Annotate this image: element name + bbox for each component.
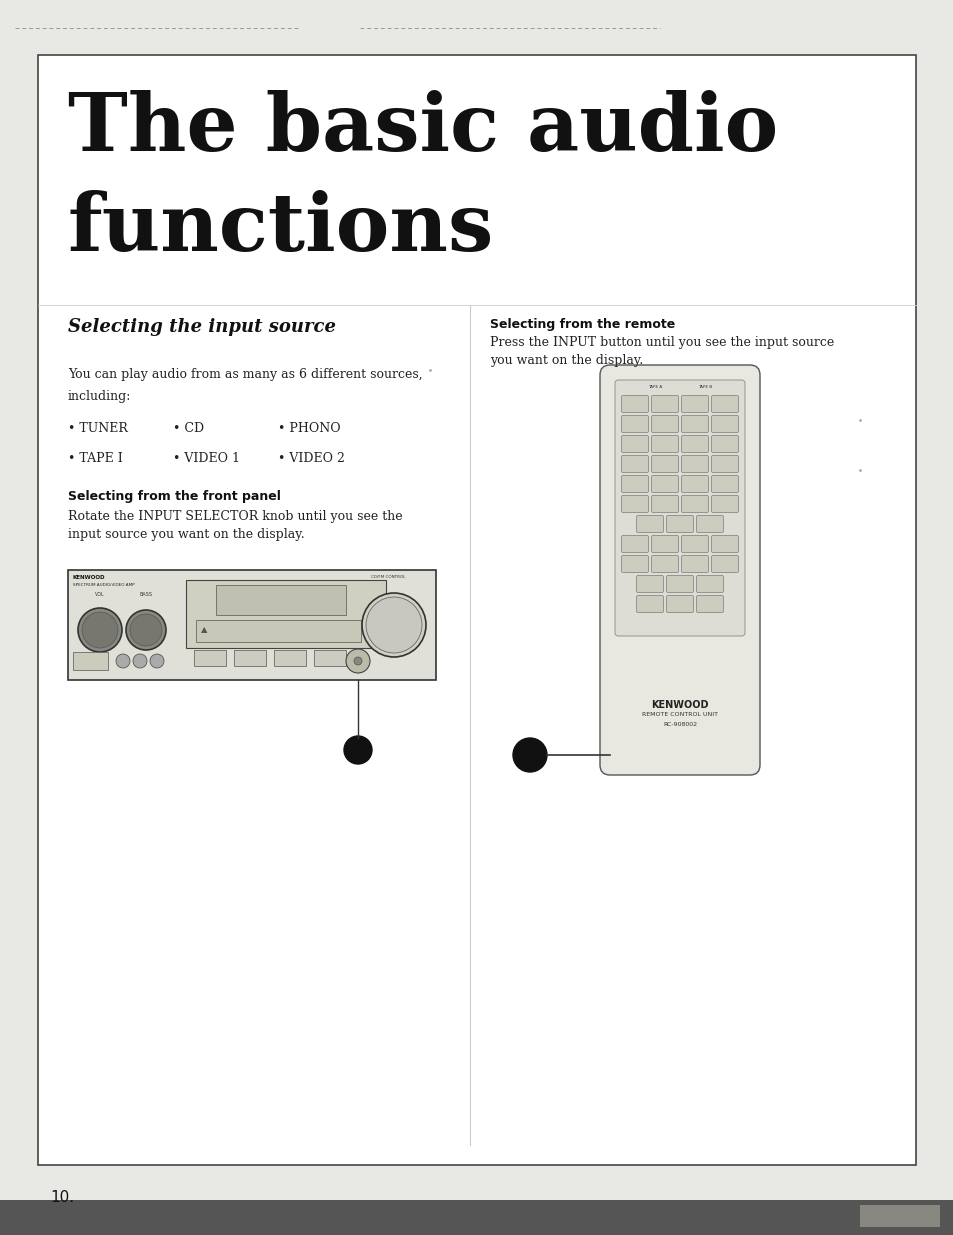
Bar	[195, 620, 360, 642]
Circle shape	[78, 608, 122, 652]
Circle shape	[130, 614, 162, 646]
FancyBboxPatch shape	[680, 495, 708, 513]
FancyBboxPatch shape	[696, 515, 722, 532]
FancyBboxPatch shape	[620, 475, 648, 493]
Text: You can play audio from as many as 6 different sources,: You can play audio from as many as 6 dif…	[68, 368, 422, 382]
Text: The basic audio: The basic audio	[68, 90, 778, 168]
FancyBboxPatch shape	[599, 366, 760, 776]
FancyBboxPatch shape	[636, 595, 662, 613]
FancyBboxPatch shape	[666, 515, 693, 532]
Circle shape	[346, 650, 370, 673]
FancyBboxPatch shape	[651, 475, 678, 493]
Bar	[274, 650, 306, 666]
Text: you want on the display.: you want on the display.	[490, 354, 642, 367]
Text: including:: including:	[68, 390, 132, 403]
FancyBboxPatch shape	[620, 395, 648, 412]
FancyBboxPatch shape	[711, 415, 738, 432]
Bar	[215, 585, 346, 615]
Circle shape	[116, 655, 130, 668]
FancyBboxPatch shape	[711, 475, 738, 493]
FancyBboxPatch shape	[711, 395, 738, 412]
Circle shape	[361, 593, 426, 657]
FancyBboxPatch shape	[711, 556, 738, 573]
Text: KENWOOD: KENWOOD	[651, 700, 708, 710]
FancyBboxPatch shape	[620, 415, 648, 432]
Circle shape	[82, 613, 118, 648]
Bar	[186, 580, 386, 648]
Text: • TUNER: • TUNER	[68, 422, 128, 435]
FancyBboxPatch shape	[696, 576, 722, 593]
Bar	[314, 650, 346, 666]
FancyBboxPatch shape	[711, 456, 738, 473]
Text: BASS: BASS	[139, 592, 152, 597]
FancyBboxPatch shape	[636, 576, 662, 593]
Text: 10.: 10.	[50, 1191, 74, 1205]
Text: TAPE A: TAPE A	[647, 385, 661, 389]
FancyBboxPatch shape	[680, 395, 708, 412]
Text: KENWOOD: KENWOOD	[73, 576, 106, 580]
Circle shape	[150, 655, 164, 668]
FancyBboxPatch shape	[666, 576, 693, 593]
FancyBboxPatch shape	[680, 536, 708, 552]
FancyBboxPatch shape	[651, 436, 678, 452]
FancyBboxPatch shape	[651, 536, 678, 552]
Circle shape	[354, 657, 361, 664]
FancyBboxPatch shape	[711, 436, 738, 452]
Text: • VIDEO 2: • VIDEO 2	[277, 452, 345, 466]
FancyBboxPatch shape	[680, 415, 708, 432]
Text: REMOTE CONTROL UNIT: REMOTE CONTROL UNIT	[641, 713, 718, 718]
FancyBboxPatch shape	[620, 456, 648, 473]
Text: Selecting from the remote: Selecting from the remote	[490, 317, 675, 331]
FancyBboxPatch shape	[651, 415, 678, 432]
Bar	[0, 1200, 953, 1235]
Text: CD/FM CONTROL: CD/FM CONTROL	[371, 576, 405, 579]
Bar	[38, 56, 915, 1165]
FancyBboxPatch shape	[711, 536, 738, 552]
Text: SPECTRUM AUDIO/VIDEO AMP: SPECTRUM AUDIO/VIDEO AMP	[73, 583, 134, 587]
Text: Rotate the INPUT SELECTOR knob until you see the: Rotate the INPUT SELECTOR knob until you…	[68, 510, 402, 522]
Text: • PHONO: • PHONO	[277, 422, 340, 435]
FancyBboxPatch shape	[680, 475, 708, 493]
Circle shape	[344, 736, 372, 764]
Text: input source you want on the display.: input source you want on the display.	[68, 529, 304, 541]
FancyBboxPatch shape	[680, 436, 708, 452]
Text: Press the INPUT button until you see the input source: Press the INPUT button until you see the…	[490, 336, 833, 350]
FancyBboxPatch shape	[68, 571, 436, 680]
Bar	[233, 650, 266, 666]
Circle shape	[513, 739, 546, 772]
FancyBboxPatch shape	[620, 556, 648, 573]
Text: VOL: VOL	[95, 592, 105, 597]
FancyBboxPatch shape	[620, 536, 648, 552]
FancyBboxPatch shape	[651, 495, 678, 513]
Text: Selecting from the front panel: Selecting from the front panel	[68, 490, 280, 503]
Text: functions: functions	[68, 190, 494, 268]
Circle shape	[126, 610, 166, 650]
FancyBboxPatch shape	[636, 515, 662, 532]
Bar	[193, 650, 226, 666]
Text: Selecting the input source: Selecting the input source	[68, 317, 335, 336]
FancyBboxPatch shape	[620, 495, 648, 513]
FancyBboxPatch shape	[680, 456, 708, 473]
FancyBboxPatch shape	[696, 595, 722, 613]
FancyBboxPatch shape	[651, 395, 678, 412]
Text: • TAPE I: • TAPE I	[68, 452, 123, 466]
FancyBboxPatch shape	[620, 436, 648, 452]
Text: TAPE B: TAPE B	[698, 385, 711, 389]
Text: RC-908002: RC-908002	[662, 722, 697, 727]
FancyBboxPatch shape	[615, 380, 744, 636]
Text: • CD: • CD	[172, 422, 204, 435]
Bar	[859, 1205, 939, 1228]
FancyBboxPatch shape	[680, 556, 708, 573]
FancyBboxPatch shape	[666, 595, 693, 613]
Circle shape	[132, 655, 147, 668]
Text: ▲: ▲	[201, 625, 208, 634]
FancyBboxPatch shape	[711, 495, 738, 513]
FancyBboxPatch shape	[651, 556, 678, 573]
Bar	[73, 652, 108, 671]
Circle shape	[366, 597, 421, 653]
Text: • VIDEO 1: • VIDEO 1	[172, 452, 240, 466]
FancyBboxPatch shape	[651, 456, 678, 473]
